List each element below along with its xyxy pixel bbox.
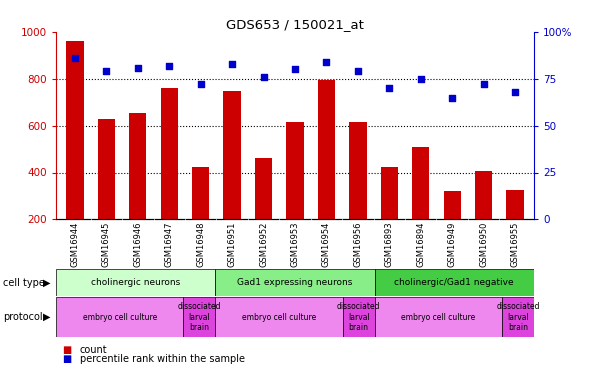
Text: GSM16955: GSM16955 <box>510 222 520 267</box>
Text: GSM16953: GSM16953 <box>290 222 300 267</box>
Point <box>196 81 205 87</box>
Point <box>259 74 268 80</box>
Text: embryo cell culture: embryo cell culture <box>401 313 476 322</box>
Bar <box>66 41 84 219</box>
Text: ▶: ▶ <box>42 278 50 288</box>
Bar <box>160 88 178 219</box>
Bar <box>444 191 461 219</box>
Text: cell type: cell type <box>3 278 45 288</box>
Text: GSM16952: GSM16952 <box>259 222 268 267</box>
Title: GDS653 / 150021_at: GDS653 / 150021_at <box>226 18 364 31</box>
Text: cholinergic neurons: cholinergic neurons <box>91 278 181 287</box>
Text: GSM16956: GSM16956 <box>353 222 362 267</box>
Bar <box>215 269 375 296</box>
Bar <box>412 147 430 219</box>
Point <box>416 76 425 82</box>
Text: GSM16949: GSM16949 <box>448 222 457 267</box>
Text: Gad1 expressing neurons: Gad1 expressing neurons <box>237 278 353 287</box>
Bar <box>375 297 502 337</box>
Text: GSM16945: GSM16945 <box>102 222 111 267</box>
Bar <box>183 297 215 337</box>
Point <box>322 59 331 65</box>
Bar <box>56 269 215 296</box>
Text: ■: ■ <box>62 345 71 355</box>
Text: count: count <box>80 345 107 355</box>
Text: GSM16893: GSM16893 <box>385 222 394 267</box>
Point <box>290 66 300 72</box>
Point <box>101 68 111 74</box>
Text: GSM16948: GSM16948 <box>196 222 205 267</box>
Text: GSM16946: GSM16946 <box>133 222 142 267</box>
Text: ■: ■ <box>62 354 71 364</box>
Point <box>353 68 363 74</box>
Text: cholinergic/Gad1 negative: cholinergic/Gad1 negative <box>395 278 514 287</box>
Text: embryo cell culture: embryo cell culture <box>242 313 316 322</box>
Bar <box>224 91 241 219</box>
Text: GSM16894: GSM16894 <box>417 222 425 267</box>
Bar <box>215 297 343 337</box>
Bar <box>506 190 524 219</box>
Point <box>70 55 80 61</box>
Text: dissociated
larval
brain: dissociated larval brain <box>496 302 540 332</box>
Text: dissociated
larval
brain: dissociated larval brain <box>337 302 381 332</box>
Text: percentile rank within the sample: percentile rank within the sample <box>80 354 245 364</box>
Text: GSM16950: GSM16950 <box>479 222 488 267</box>
Bar <box>343 297 375 337</box>
Point <box>227 61 237 67</box>
Bar <box>475 171 492 219</box>
Bar <box>98 118 115 219</box>
Point <box>165 63 174 69</box>
Bar <box>129 113 146 219</box>
Text: GSM16944: GSM16944 <box>70 222 80 267</box>
Text: GSM16951: GSM16951 <box>228 222 237 267</box>
Text: ▶: ▶ <box>42 312 50 322</box>
Bar <box>255 158 272 219</box>
Point <box>133 64 143 70</box>
Bar <box>502 297 534 337</box>
Bar <box>349 122 366 219</box>
Text: GSM16947: GSM16947 <box>165 222 173 267</box>
Bar <box>318 80 335 219</box>
Bar <box>286 122 304 219</box>
Text: GSM16954: GSM16954 <box>322 222 331 267</box>
Point <box>447 94 457 100</box>
Point <box>510 89 520 95</box>
Text: embryo cell culture: embryo cell culture <box>83 313 157 322</box>
Point <box>385 85 394 91</box>
Point <box>479 81 489 87</box>
Text: dissociated
larval
brain: dissociated larval brain <box>178 302 221 332</box>
Bar <box>381 166 398 219</box>
Text: protocol: protocol <box>3 312 42 322</box>
Bar <box>56 297 183 337</box>
Bar <box>192 166 209 219</box>
Bar <box>375 269 534 296</box>
